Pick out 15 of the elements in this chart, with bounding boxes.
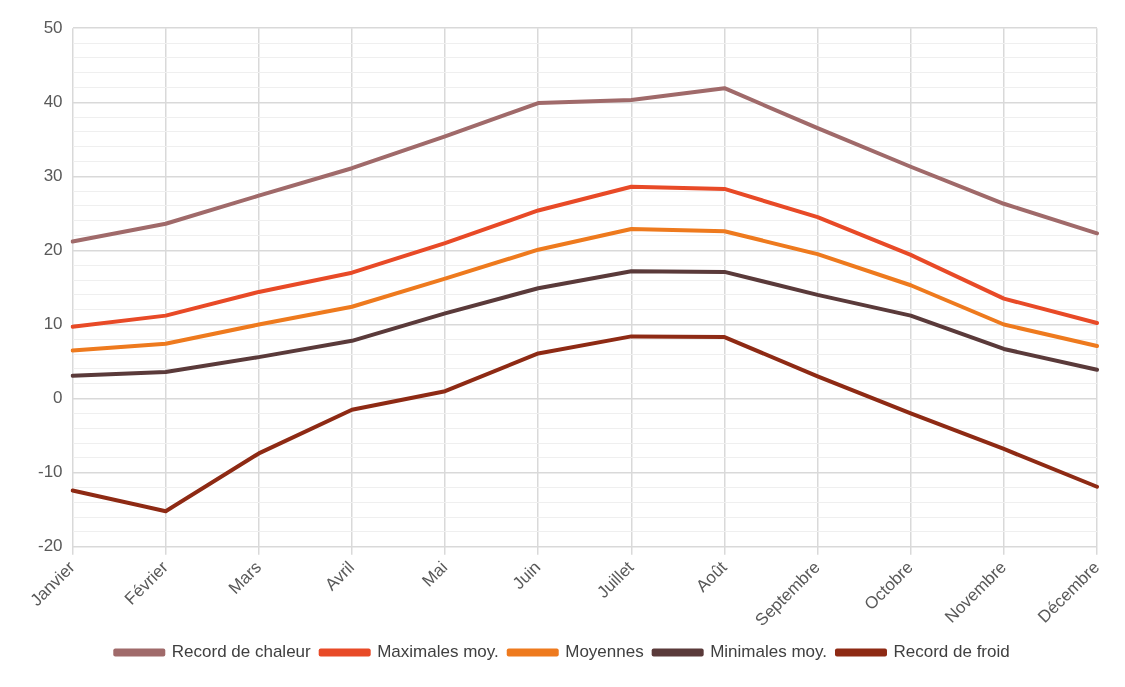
y-tick-label: -10 xyxy=(37,462,63,482)
y-tick-label: 20 xyxy=(43,240,63,260)
legend-label: Record de chaleur xyxy=(171,642,312,662)
legend-label: Maximales moy. xyxy=(377,642,499,662)
x-tick-label: Juin xyxy=(508,557,545,594)
legend-label: Moyennes xyxy=(565,642,644,662)
y-tick-label: 10 xyxy=(43,314,63,334)
y-tick-label: -20 xyxy=(37,536,63,556)
legend-label: Minimales moy. xyxy=(710,642,827,662)
y-tick-label: 40 xyxy=(43,91,63,111)
y-tick-label: 50 xyxy=(43,17,63,37)
legend-label: Record de froid xyxy=(893,642,1010,662)
y-tick-label: 30 xyxy=(43,166,63,186)
y-tick-label: 0 xyxy=(53,388,63,408)
x-tick-label: Mai xyxy=(418,557,452,591)
